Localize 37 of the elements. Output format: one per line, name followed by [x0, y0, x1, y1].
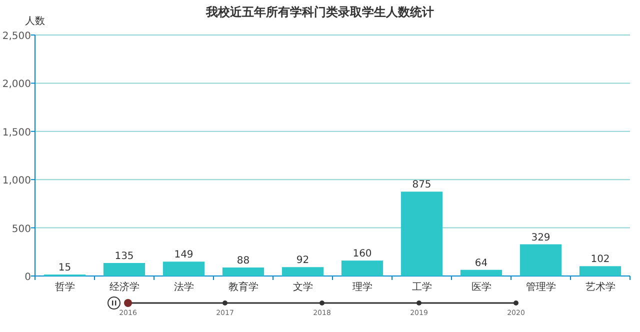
- y-tick-label: 2,000: [2, 79, 31, 90]
- x-tick-label: 经济学: [109, 281, 140, 293]
- data-label: 875: [412, 180, 432, 191]
- data-label: 88: [236, 256, 250, 267]
- x-tick-label: 艺术学: [585, 281, 616, 293]
- data-label: 160: [352, 248, 372, 260]
- x-tick-label: 工学: [412, 281, 432, 293]
- x-tick-label: 医学: [471, 281, 492, 293]
- data-label: 102: [590, 254, 610, 266]
- bar: [520, 244, 562, 276]
- y-tick-label: 2,500: [2, 31, 31, 42]
- bar: [162, 262, 205, 276]
- y-tick-label: 1,000: [2, 176, 31, 187]
- bar: [282, 267, 324, 276]
- bar: [222, 268, 264, 276]
- x-tick-label: 管理学: [526, 281, 556, 293]
- bar: [400, 192, 443, 276]
- data-label: 149: [174, 250, 194, 261]
- data-label: 329: [531, 232, 550, 244]
- bar: [579, 266, 622, 276]
- chart-title: 我校近五年所有学科门类录取学生人数统计: [205, 5, 434, 19]
- data-label: 135: [114, 250, 134, 262]
- x-tick-label: 教育学: [228, 281, 258, 293]
- bar: [460, 270, 502, 276]
- x-tick-label: 法学: [174, 281, 194, 293]
- bar: [341, 260, 384, 276]
- bar: [103, 262, 146, 276]
- y-tick-label: 1,500: [2, 127, 31, 138]
- x-tick-label: 哲学: [54, 281, 75, 293]
- data-label: 64: [474, 258, 488, 269]
- x-tick-label: 文学: [292, 281, 313, 293]
- y-axis-title: 人数: [25, 16, 45, 27]
- y-tick-label: 0: [24, 272, 31, 283]
- x-tick-label: 理学: [352, 281, 372, 293]
- data-label: 15: [58, 262, 72, 274]
- y-tick-label: 500: [12, 224, 31, 235]
- data-label: 92: [296, 255, 310, 266]
